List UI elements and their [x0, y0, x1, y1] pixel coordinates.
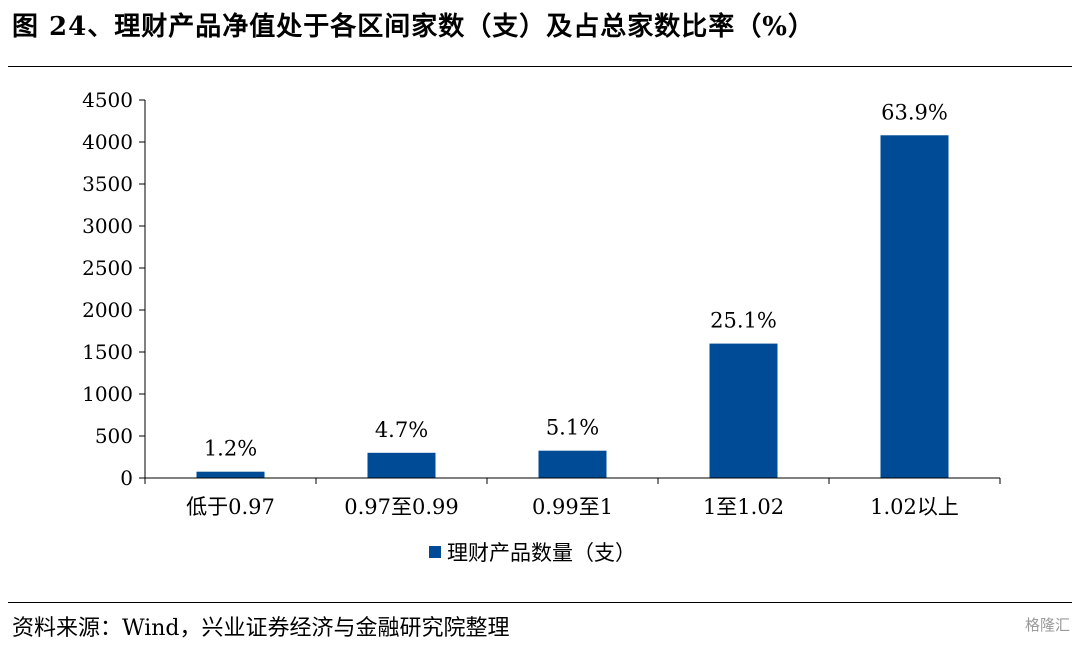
y-tick-label: 1500	[82, 340, 133, 364]
bar-data-label: 1.2%	[204, 437, 257, 461]
bar	[196, 471, 265, 478]
bar-data-label: 25.1%	[710, 309, 777, 333]
bottom-divider	[8, 602, 1072, 603]
bar	[538, 450, 607, 478]
bar-chart: 0 500 1000 1500 2000 2500 3000 3500 4000 4500 1.2…	[82, 88, 1001, 565]
bar	[709, 343, 778, 478]
bar	[367, 452, 436, 478]
watermark: 格隆汇	[1024, 616, 1070, 634]
x-category-label: 1至1.02	[703, 495, 784, 519]
bar-data-label: 4.7%	[375, 418, 428, 442]
x-category-label: 低于0.97	[186, 495, 275, 519]
bar-data-label: 63.9%	[881, 100, 948, 124]
y-tick-label: 4000	[82, 130, 133, 154]
y-tick-label: 500	[95, 424, 133, 448]
legend: 理财产品数量（支）	[429, 541, 636, 565]
x-axis: 低于0.97 0.97至0.99 0.99至1 1至1.02 1.02以上	[144, 477, 1001, 519]
bar-data-label: 5.1%	[546, 416, 599, 440]
top-divider	[8, 66, 1072, 67]
y-tick-label: 0	[120, 466, 133, 490]
x-category-label: 1.02以上	[870, 495, 959, 519]
legend-swatch	[429, 546, 441, 558]
y-tick-label: 2000	[82, 298, 133, 322]
x-category-label: 0.99至1	[532, 495, 613, 519]
bars: 1.2% 4.7% 5.1% 25.1% 63.9%	[196, 100, 949, 478]
y-tick-label: 1000	[82, 382, 133, 406]
y-tick-label: 4500	[82, 88, 133, 112]
y-tick-label: 3000	[82, 214, 133, 238]
bar	[880, 135, 949, 478]
y-tick-label: 2500	[82, 256, 133, 280]
chart-title: 图 24、理财产品净值处于各区间家数（支）及占总家数比率（%）	[12, 12, 815, 42]
legend-label: 理财产品数量（支）	[447, 541, 636, 565]
source-note: 资料来源：Wind，兴业证券经济与金融研究院整理	[12, 616, 510, 641]
x-category-label: 0.97至0.99	[344, 495, 459, 519]
y-axis: 0 500 1000 1500 2000 2500 3000 3500 4000 4500	[82, 88, 146, 490]
y-tick-label: 3500	[82, 172, 133, 196]
